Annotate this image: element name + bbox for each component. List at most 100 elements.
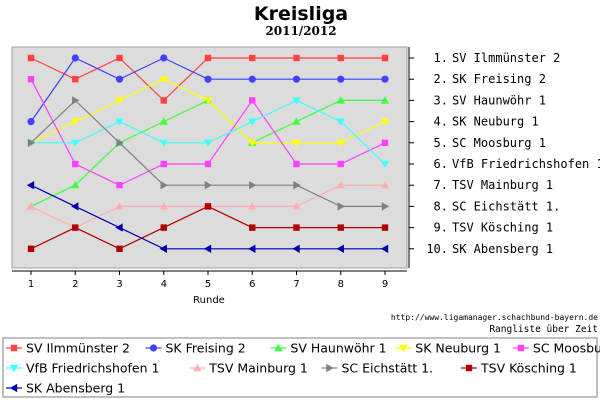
x-tick-label-7: 7 — [293, 279, 299, 290]
rank-label-5: 5. — [434, 136, 448, 150]
series-6-point-8 — [336, 118, 345, 126]
x-tick-label-4: 4 — [161, 279, 167, 290]
series-9-point-6 — [249, 224, 256, 231]
series-1-point-6 — [249, 54, 256, 62]
series-4-point-8 — [336, 139, 345, 147]
legend-item-3: SV Haunwöhr 1 — [270, 341, 387, 356]
series-1-point-8 — [337, 54, 344, 62]
legend-item-8-label: SC Eichstätt 1. — [342, 361, 434, 376]
rank-team-8: SC Eichstätt 1. — [452, 199, 560, 213]
series-8-point-2 — [72, 96, 80, 105]
series-1 — [27, 54, 389, 104]
rank-team-9: TSV Kösching 1 — [452, 221, 553, 235]
legend-item-8-marker — [326, 363, 334, 373]
series-7-point-9 — [380, 181, 390, 189]
series-6-point-2 — [71, 139, 80, 147]
series-10-point-5 — [203, 244, 212, 253]
series-2-point-4 — [160, 54, 168, 62]
legend-item-7: TSV Mainburg 1 — [189, 361, 308, 376]
series-8-point-9 — [381, 202, 390, 211]
series-4-point-5 — [203, 97, 213, 105]
series-4-point-2 — [71, 118, 80, 126]
x-tick-label-5: 5 — [205, 279, 211, 290]
legend-item-3-label: SV Haunwöhr 1 — [290, 341, 386, 356]
legend-box — [2, 337, 598, 398]
rank-team-5: SC Moosburg 1 — [452, 136, 546, 150]
series-10-point-6 — [248, 244, 256, 253]
series-2-point-1 — [27, 118, 35, 126]
series-9-point-2 — [72, 224, 79, 231]
rank-team-7: TSV Mainburg 1 — [452, 178, 553, 192]
legend-item-1: SV Ilmmünster 2 — [6, 341, 130, 356]
series-7-point-3 — [115, 202, 124, 210]
series-7-point-4 — [159, 202, 168, 210]
x-tick-label-8: 8 — [338, 279, 344, 290]
x-tick-label-2: 2 — [72, 279, 78, 290]
rank-team-3: SV Haunwöhr 1 — [452, 93, 546, 107]
legend-item-3-marker — [274, 343, 283, 352]
source-url: http://www.ligamanager.schachbund-bayern… — [391, 313, 598, 322]
series-8-point-5 — [204, 181, 213, 190]
series-8-point-3 — [116, 138, 124, 147]
series-10-point-7 — [292, 244, 300, 253]
series-6-point-3 — [115, 118, 124, 126]
series-7-point-7 — [292, 202, 301, 210]
series-2-point-2 — [71, 54, 79, 62]
series-9-point-3 — [116, 245, 123, 252]
legend-item-4-label: SK Neuburg 1 — [415, 341, 501, 356]
series-9-point-8 — [337, 224, 344, 231]
legend-item-6-label: VfB Friedrichshofen 1 — [26, 361, 159, 376]
series-10-point-3 — [115, 223, 123, 232]
rank-team-1: SV Ilmmünster 2 — [452, 51, 560, 65]
series-5 — [27, 76, 389, 189]
rank-label-9: 9. — [434, 221, 448, 235]
series-8-point-1 — [27, 138, 36, 147]
series-1-point-3 — [116, 54, 123, 62]
legend-item-5-marker — [517, 344, 525, 352]
rank-label-4: 4. — [434, 115, 448, 129]
legend-item-9: TSV Kösching 1 — [461, 361, 577, 376]
plot-area — [11, 46, 408, 269]
series-5-point-3 — [116, 182, 123, 189]
series-8-point-8 — [337, 202, 345, 211]
series-10-point-9 — [380, 244, 389, 253]
rank-label-3: 3. — [434, 93, 448, 107]
legend-item-2: SK Freising 2 — [145, 341, 246, 356]
legend-item-7-marker — [193, 363, 202, 372]
series-7-point-1 — [26, 202, 36, 210]
series-3-point-8 — [336, 96, 345, 104]
series-6-point-6 — [248, 118, 257, 126]
series-5-point-6 — [249, 97, 256, 104]
series-1-point-4 — [160, 97, 167, 104]
series-1-point-5 — [204, 54, 212, 62]
series-7-point-6 — [248, 202, 257, 210]
chart-subtitle: 2011/2012 — [265, 24, 336, 38]
series-4-point-9 — [380, 118, 390, 126]
series-6-point-9 — [380, 160, 390, 169]
series-10-point-2 — [71, 202, 79, 211]
legend-item-5-label: SC Moosburg 1 — [533, 341, 600, 356]
series-8-point-7 — [293, 181, 301, 190]
series-10-point-1 — [26, 181, 35, 190]
series-9-point-7 — [293, 224, 300, 231]
series-8-point-4 — [160, 181, 168, 190]
x-tick-label-1: 1 — [28, 279, 34, 290]
series-1-point-1 — [27, 54, 35, 62]
series-5-point-8 — [337, 160, 344, 168]
rank-team-2: SK Freising 2 — [452, 72, 546, 86]
series-10-point-8 — [336, 244, 344, 253]
series-8-point-6 — [249, 181, 257, 190]
series-8 — [27, 96, 390, 211]
series-4-point-4 — [159, 76, 168, 84]
series-9-point-9 — [381, 224, 389, 231]
series-10-point-4 — [159, 244, 167, 253]
x-tick-label-6: 6 — [249, 279, 255, 290]
legend-item-2-label: SK Freising 2 — [166, 341, 246, 356]
series-5-point-5 — [204, 160, 212, 168]
series-2-point-8 — [337, 75, 345, 83]
rank-label-6: 6. — [434, 157, 448, 171]
series-2-point-5 — [204, 75, 212, 83]
legend-item-10: SK Abensberg 1 — [6, 381, 125, 396]
series-5-point-9 — [381, 139, 389, 146]
